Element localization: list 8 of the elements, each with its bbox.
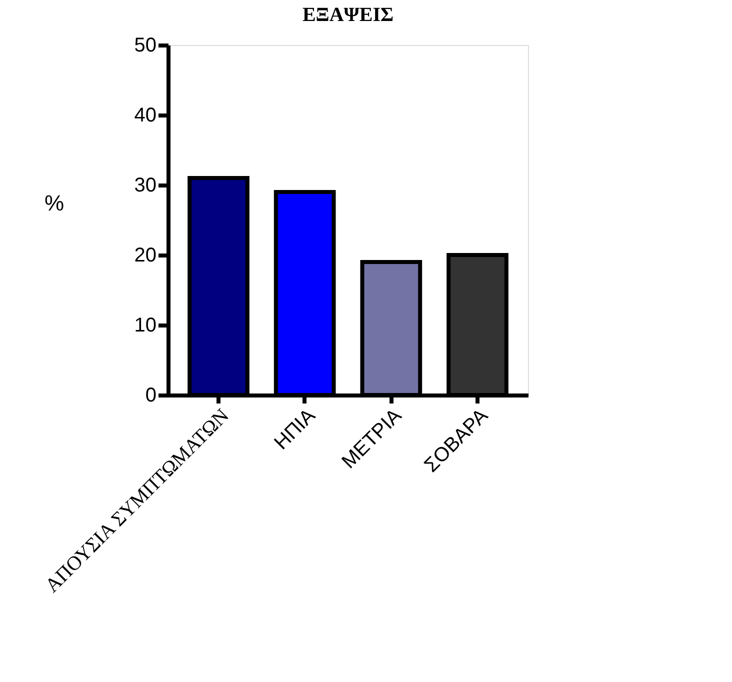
y-tick-label: 40 xyxy=(134,104,156,126)
y-tick-label: 10 xyxy=(134,314,156,336)
chart-title: ΕΞΑΨΕΙΣ xyxy=(302,4,394,26)
y-tick-label: 20 xyxy=(134,244,156,266)
y-tick-label: 0 xyxy=(145,384,156,406)
y-axis-title: % xyxy=(44,190,64,216)
y-tick-label: 50 xyxy=(134,34,156,56)
y-tick-label: 30 xyxy=(134,174,156,196)
